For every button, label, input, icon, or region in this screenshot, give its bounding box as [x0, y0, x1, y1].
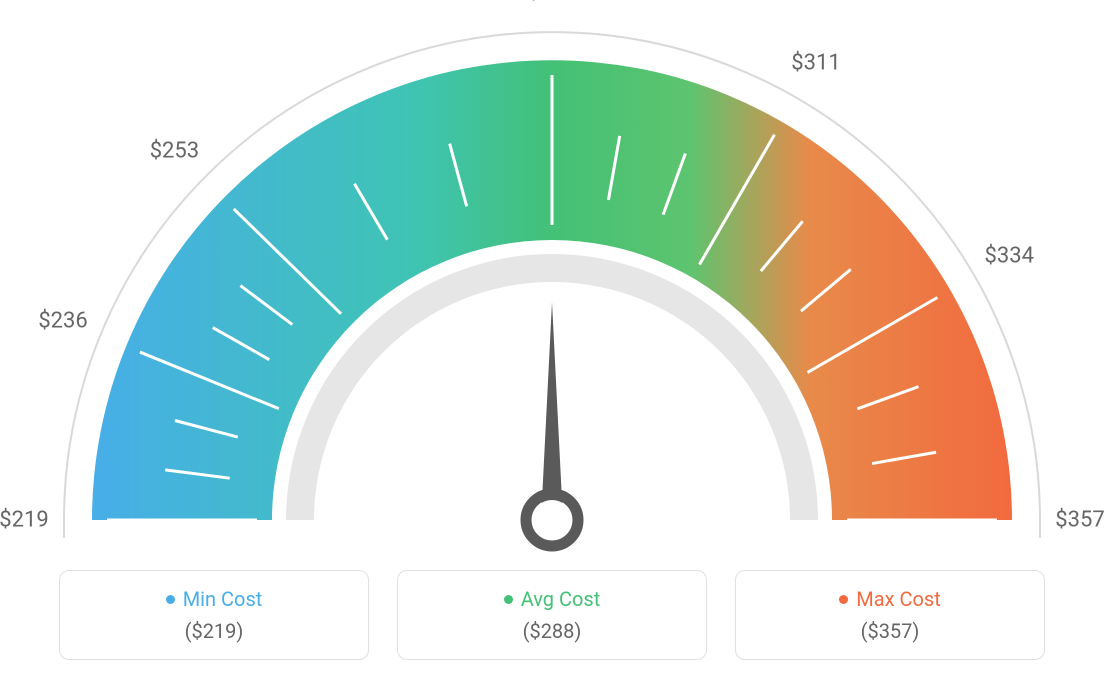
legend-card-max: Max Cost ($357) [735, 570, 1045, 660]
gauge-container: $219 $236 $253 $288 $311 $334 $357 [0, 0, 1104, 560]
tick-label: $288 [527, 0, 576, 5]
needle-hub-fill [532, 500, 572, 540]
tick-label: $253 [150, 138, 199, 163]
gauge-svg [0, 0, 1104, 560]
legend-row: Min Cost ($219) Avg Cost ($288) Max Cost ($35… [0, 570, 1104, 660]
tick-label: $357 [1055, 508, 1104, 533]
tick-label: $334 [985, 244, 1034, 269]
tick-label: $236 [38, 308, 87, 333]
legend-card-min: Min Cost ($219) [59, 570, 369, 660]
legend-header: Avg Cost [504, 587, 601, 611]
legend-label: Avg Cost [521, 587, 601, 611]
legend-header: Min Cost [166, 587, 263, 611]
gauge-needle [541, 302, 563, 520]
legend-label: Min Cost [183, 587, 263, 611]
legend-card-avg: Avg Cost ($288) [397, 570, 707, 660]
legend-header: Max Cost [839, 587, 941, 611]
legend-label: Max Cost [856, 587, 941, 611]
legend-dot-icon [166, 595, 175, 604]
legend-value: ($357) [861, 619, 920, 643]
legend-dot-icon [504, 595, 513, 604]
tick-label: $219 [0, 508, 49, 533]
legend-dot-icon [839, 595, 848, 604]
legend-value: ($288) [523, 619, 582, 643]
legend-value: ($219) [185, 619, 244, 643]
tick-label: $311 [791, 50, 840, 75]
